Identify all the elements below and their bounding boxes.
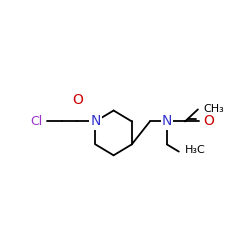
Text: H₃C: H₃C [185, 145, 206, 155]
Text: Cl: Cl [30, 115, 42, 128]
Text: N: N [162, 114, 172, 128]
Text: CH₃: CH₃ [203, 104, 224, 115]
Text: O: O [203, 114, 214, 128]
Text: N: N [90, 114, 101, 128]
Text: O: O [72, 92, 83, 106]
